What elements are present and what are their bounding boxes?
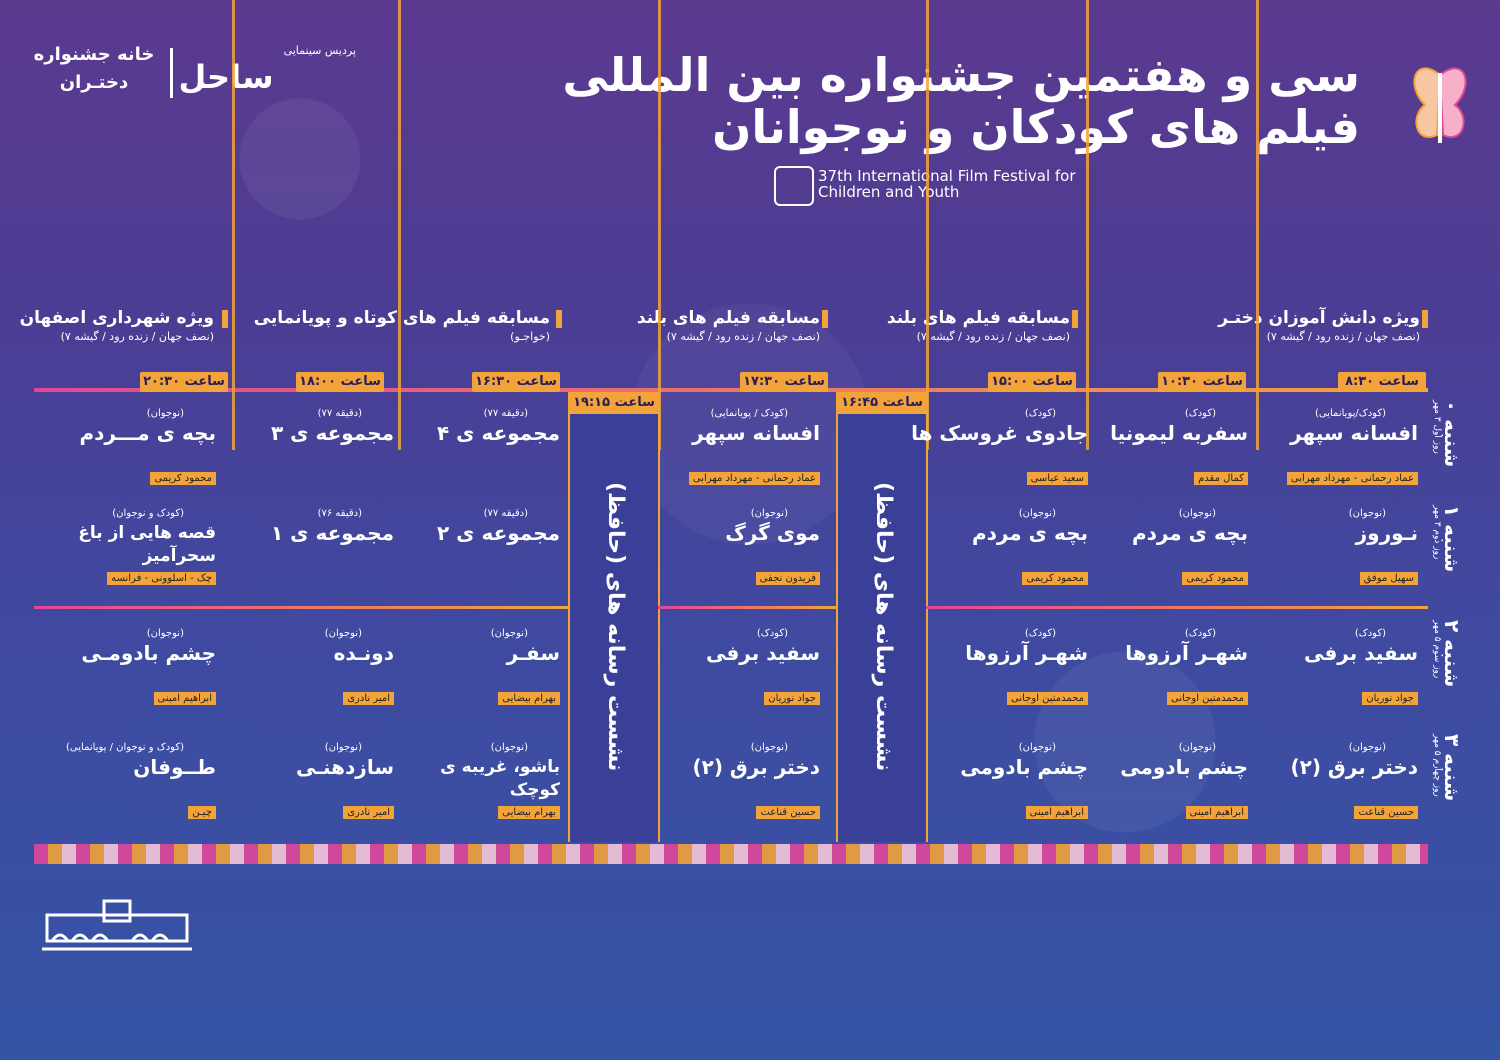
grid-divider [232, 0, 235, 450]
film-cell: (نوجوان) دختر برق (۲) حسین قناعت [692, 742, 820, 819]
time-badge: ساعت ۱۷:۳۰ [740, 372, 828, 392]
press-session-column: ساعت ۱۶:۴۵ نشست رسانه های (حافظ) [836, 392, 928, 842]
venue-name: ساحل [178, 58, 274, 96]
film-cell: (نوجوان) نـوروز سهیل موفق [1348, 508, 1418, 585]
film-cell: (کودک و نوجوان) قصه هایی از باغ سحرآمیز … [78, 508, 216, 585]
section-header: مسابقه فیلم های بلند (نصف جهان / زنده رو… [886, 308, 1070, 343]
venue-divider [170, 48, 173, 98]
film-cell: (دقیقه ۷۷) مجموعه ی ۲ [436, 508, 560, 545]
session-title: نشست رسانه های (حافظ) [603, 482, 628, 772]
session-title: نشست رسانه های (حافظ) [871, 482, 896, 772]
grid-row-divider [658, 606, 836, 609]
film-cell: (کودک) سفربه لیمونیا کمال مقدم [1110, 408, 1248, 485]
festival-title-line1: سی و هفتمین جشنواره بین المللی [562, 48, 1360, 102]
film-cell: (کودک) سفید برفی جواد نوریان [705, 628, 820, 705]
section-header: مسابقه فیلم های کوتاه و پویانمایی (خواجـ… [253, 308, 550, 343]
film-cell: (کودک / پویانمایی) افسانه سپهر عماد رحما… [664, 400, 824, 500]
festival-house-sub: دختـران [59, 72, 129, 93]
festival-title-line2: فیلم های کودکان و نوجوانان [712, 100, 1360, 154]
film-cell: (نوجوان) چشم بادومـی ابراهیم امینی [81, 628, 216, 705]
section-marker [1422, 310, 1428, 328]
day-label: شنبه ۰ روز اول ۳ مهر [1432, 400, 1464, 468]
film-cell: (دقیقه ۷۷) مجموعه ی ۳ [270, 408, 394, 445]
film-cell: (کودک/پویانمایی) افسانه سپهر عماد رحمانی… [1262, 400, 1422, 500]
film-cell: (دقیقه ۷۶) مجموعه ی ۱ [270, 508, 394, 545]
film-cell: (کودک) شهـر آرزوها محمدمتین اوجانی [1125, 628, 1248, 705]
grid-divider [398, 0, 401, 450]
section-header: ویژه دانش آموزان دختـر (نصف جهان / زنده … [1218, 308, 1420, 343]
grid-divider [1086, 0, 1089, 450]
section-header: مسابقه فیلم های بلند (نصف جهان / زنده رو… [636, 308, 820, 343]
film-cell: (نوجوان) بچه ی مـــردم محمود کریمی [79, 408, 216, 485]
film-cell: (نوجوان) بچه ی مردم محمود کریمی [971, 508, 1088, 585]
venue-cinema-label: پردیس سینمایی [283, 44, 356, 57]
film-cell: (نوجوان) دونـده امیر نادری [324, 628, 394, 705]
time-badge: ساعت ۲۰:۳۰ [140, 372, 228, 392]
session-time: ساعت ۱۹:۱۵ [570, 392, 658, 414]
grid-divider [926, 0, 929, 450]
festival-house-label: خانه جشنواره [33, 44, 155, 65]
festival-subtitle-english: 37th International Film Festival for Chi… [818, 167, 1076, 201]
section-marker [822, 310, 828, 328]
film-cell: (نوجوان) دختر برق (۲) حسین قناعت [1290, 742, 1418, 819]
time-badge: ساعت ۱۵:۰۰ [988, 372, 1076, 392]
day-label: شنبه ۳ روز چهارم ۵ مهر [1432, 734, 1464, 802]
butterfly-icon [1413, 67, 1467, 143]
section-marker [222, 310, 228, 328]
film-cell: (نوجوان) چشم بادومی ابراهیم امینی [960, 742, 1088, 819]
section-marker [556, 310, 562, 328]
khaju-bridge-icon [42, 899, 192, 951]
film-cell: (کودک) سفید برفی جواد نوریان [1303, 628, 1418, 705]
film-cell: (نوجوان) سازدهنـی امیر نادری [295, 742, 394, 819]
grid-divider [1256, 0, 1259, 450]
film-cell: (کودک) شهـر آرزوها محمدمتین اوجانی [965, 628, 1088, 705]
time-badge: ساعت ۸:۳۰ [1338, 372, 1426, 392]
grid-row-divider [34, 606, 568, 609]
film-cell: (نوجوان) سفـر بهرام بیضایی [490, 628, 560, 705]
film-cell: (نوجوان) باشو، غریبه ی کوچک بهرام بیضایی [440, 742, 560, 819]
film-cell: (کودک) جادوی غروسک ها سعید عباسی [911, 408, 1088, 485]
grid-row-divider [926, 606, 1428, 609]
day-label: شنبه ۱ روز دوم ۳ مهر [1432, 505, 1464, 573]
film-cell: (کودک و نوجوان / پویانمایی) طــوفان چیـن [66, 742, 216, 819]
film-cell: (دقیقه ۷۷) مجموعه ی ۴ [436, 408, 560, 445]
day-label: شنبه ۲ روز سوم ۵ مهر [1432, 620, 1464, 688]
festival-logo-icon [774, 166, 814, 206]
timeline-bar [34, 388, 1428, 392]
section-marker [1072, 310, 1078, 328]
film-cell: (نوجوان) موی گرگ فریدون نجفی [725, 508, 820, 585]
time-badge: ساعت ۱۸:۰۰ [296, 372, 384, 392]
grid-divider [658, 0, 661, 450]
section-header: ویژه شهرداری اصفهان (نصف جهان / زنده رود… [19, 308, 214, 343]
film-cell: (نوجوان) بچه ی مردم محمود کریمی [1131, 508, 1248, 585]
press-session-column: ساعت ۱۹:۱۵ نشست رسانه های (حافظ) [568, 392, 660, 842]
film-cell: (نوجوان) چشم بادومی ابراهیم امینی [1120, 742, 1248, 819]
decorative-band [34, 844, 1428, 864]
session-time: ساعت ۱۶:۴۵ [838, 392, 926, 414]
time-badge: ساعت ۱۶:۳۰ [472, 372, 560, 392]
time-badge: ساعت ۱۰:۳۰ [1158, 372, 1246, 392]
